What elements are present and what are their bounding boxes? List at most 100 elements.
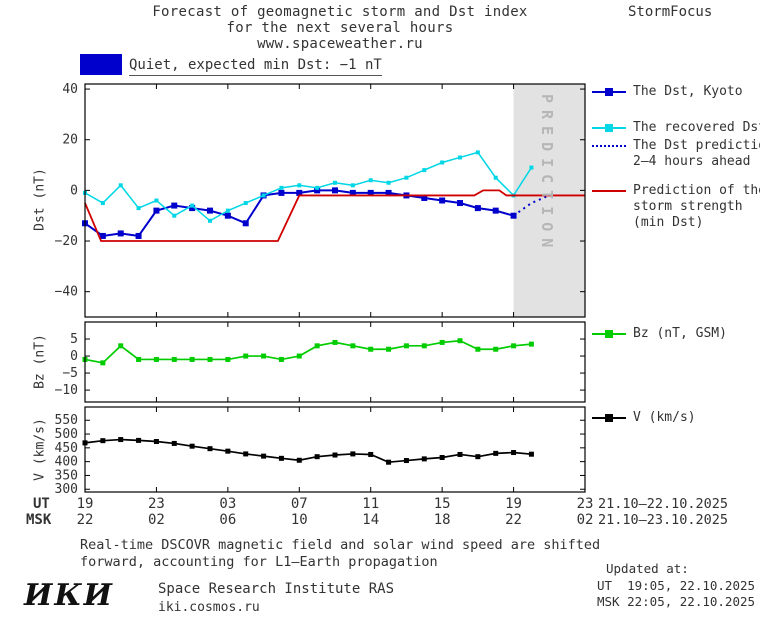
marker-kyoto [153,207,160,214]
footnote-line-2: forward, accounting for L1–Earth propaga… [80,554,438,570]
y-tick-label: −40 [55,285,78,300]
institute-url[interactable]: iki.cosmos.ru [158,600,260,615]
legend-label-storm-1: Prediction of the [633,183,760,198]
title-line-2: for the next several hours [226,20,454,36]
series-bz [84,339,532,364]
prediction-band-label: PREDICTION [538,94,556,255]
ut-tick-label: 19 [76,496,94,512]
marker-kyoto [439,197,446,204]
marker-bz [314,343,320,349]
y-tick-label: 500 [55,427,78,442]
marker-bz [118,343,124,349]
msk-date-range: 21.10–23.10.2025 [598,512,729,528]
marker-bz [243,353,249,359]
marker-kyoto [457,200,463,207]
y-tick-label: −5 [62,366,78,381]
marker-v [386,459,392,465]
marker-bz [171,356,177,362]
page-title: Forecast of geomagnetic storm and Dst in… [90,4,590,52]
marker-recovered [297,183,302,188]
marker-bz [189,356,195,362]
legend-label-storm-3: (min Dst) [633,215,704,230]
msk-row-label: MSK [26,512,52,528]
storm-strength-marker-icon [592,186,626,197]
bz-marker-icon [592,329,626,340]
marker-kyoto [224,212,231,219]
bz-axis-label: Bz (nT) [32,334,48,389]
msk-tick-label: 10 [290,512,308,528]
ut-tick-label: 03 [219,496,237,512]
y-tick-label: 400 [55,455,78,470]
marker-recovered [458,155,462,160]
site-url[interactable]: www.spaceweather.ru [257,36,423,52]
updated-ut: UT 19:05, 22.10.2025 [597,578,756,593]
marker-v [207,446,213,452]
marker-kyoto [296,189,303,196]
legend-label-dst-prediction-1: The Dst prediction [633,138,760,153]
msk-tick-label: 06 [219,512,237,528]
marker-bz [332,339,338,345]
ut-tick-label: 07 [290,496,308,512]
marker-bz [475,346,481,352]
msk-tick-row: 22 02 06 10 14 18 22 02 [0,512,760,528]
marker-bz [386,346,392,352]
marker-recovered [243,201,248,206]
marker-v [350,451,356,457]
legend-item-dst-prediction: The Dst prediction 2–4 hours ahead [592,138,760,170]
panel-border [84,406,586,493]
legend-label-bz: Bz (nT, GSM) [633,326,727,341]
marker-v [225,448,231,454]
y-tick-label: −10 [55,383,78,398]
marker-recovered [350,183,355,188]
legend-item-recovered-dst: The recovered Dst [592,120,760,136]
marker-v [136,437,142,443]
series-storm [84,189,585,242]
y-tick-label: 550 [55,413,78,428]
institute-name: Space Research Institute RAS [158,581,395,597]
legend-label-storm-2: storm strength [633,199,743,214]
marker-kyoto [332,187,338,194]
marker-kyoto [385,189,392,196]
marker-v [189,443,195,449]
marker-recovered [386,180,391,185]
footnote-line-1: Real-time DSCOVR magnetic field and sola… [80,537,601,553]
marker-v [243,451,249,457]
panel-border [84,83,586,318]
marker-recovered [368,178,373,183]
legend-label-dst-prediction-2: 2–4 hours ahead [633,154,751,169]
legend-item-v: V (km/s) [592,410,696,426]
marker-recovered [225,208,230,213]
ut-tick-label: 15 [433,496,451,512]
marker-recovered [440,160,445,165]
marker-bz [225,356,231,362]
marker-recovered [118,183,123,188]
marker-kyoto [421,194,428,201]
ut-tick-row: 19 23 03 07 11 15 19 23 [0,496,760,512]
marker-kyoto [242,220,249,227]
status-text: Quiet, expected min Dst: −1 nT [129,57,382,76]
marker-v [457,451,463,457]
marker-bz [528,341,534,347]
marker-v [118,437,124,443]
y-tick-label: 5 [70,332,78,347]
marker-v [100,438,106,444]
marker-recovered [333,180,337,185]
marker-bz [493,346,499,352]
ut-row-label: UT [33,496,50,512]
prediction-band [513,84,585,317]
marker-kyoto [474,205,481,212]
marker-v [403,458,409,464]
y-tick-label: 0 [70,183,78,198]
marker-kyoto [189,205,196,212]
marker-recovered [172,213,177,218]
footnote: Real-time DSCOVR magnetic field and sola… [80,537,600,571]
marker-bz [350,343,356,349]
marker-v [296,457,302,463]
marker-kyoto [207,207,213,214]
marker-recovered [136,206,141,211]
marker-recovered [100,201,105,206]
marker-v [314,454,320,460]
marker-v [153,438,159,444]
marker-bz [511,343,517,349]
legend-item-dst-kyoto: The Dst, Kyoto [592,84,743,100]
